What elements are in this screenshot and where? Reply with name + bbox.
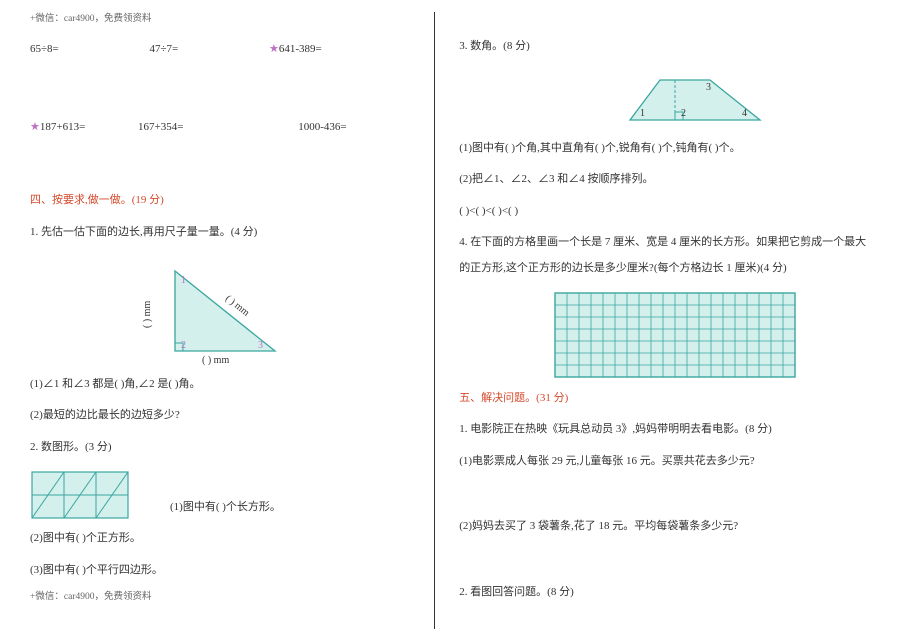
svg-text:1: 1 [181, 275, 186, 286]
q1-sub1: (1)∠1 和∠3 都是( )角,∠2 是( )角。 [30, 376, 410, 394]
calc-2b: 167+354= [138, 121, 183, 133]
calc-1a: 65÷8= [30, 43, 59, 55]
calc-1b: 47÷7= [150, 43, 179, 55]
q2-sub1: (1)图中有( )个长方形。 [170, 499, 281, 517]
right-column: 3. 数角。(8 分) 1 2 3 4 (1)图中有( )个角,其中直角有( )… [434, 12, 890, 629]
q1-sub2: (2)最短的边比最长的边短多少? [30, 407, 410, 425]
section-5-title: 五、解决问题。(31 分) [459, 390, 890, 408]
q3-text: 3. 数角。(8 分) [459, 38, 890, 56]
grid-figure [459, 292, 890, 378]
left-column: +微信：car4900，免费领资料 65÷8= 47÷7= ★641-389= … [30, 12, 434, 629]
section-4-title: 四、按要求,做一做。(19 分) [30, 192, 410, 210]
q5-2: 2. 看图回答问题。(8 分) [459, 584, 890, 602]
q2-sub2: (2)图中有( )个正方形。 [30, 530, 410, 548]
calc-2a: 187+613= [40, 121, 85, 133]
trapezoid-figure: 1 2 3 4 [459, 70, 890, 130]
calc-1c: 641-389= [279, 43, 322, 55]
q2-sub3: (3)图中有( )个平行四边形。 [30, 562, 410, 580]
q4-text-a: 4. 在下面的方格里画一个长是 7 厘米、宽是 4 厘米的长方形。如果把它剪成一… [459, 234, 890, 252]
svg-text:2: 2 [181, 340, 186, 351]
calc-row-2: ★187+613= 167+354= 1000-436= [30, 119, 410, 137]
q5-1-2: (2)妈妈去买了 3 袋薯条,花了 18 元。平均每袋薯条多少元? [459, 518, 890, 536]
footer-note: +微信：car4900，免费领资料 [30, 588, 410, 602]
q5-1-1: (1)电影票成人每张 29 元,儿童每张 16 元。买票共花去多少元? [459, 453, 890, 471]
q1-text: 1. 先估一估下面的边长,再用尺子量一量。(4 分) [30, 224, 410, 242]
header-note: +微信：car4900，免费领资料 [30, 12, 410, 27]
svg-text:2: 2 [681, 108, 686, 119]
triangle-figure: 1 2 3 ( ) mm ( ) mm ( ) mm [30, 256, 410, 366]
calc-2c: 1000-436= [298, 121, 346, 133]
q5-1-text: 1. 电影院正在热映《玩具总动员 3》,妈妈带明明去看电影。(8 分) [459, 421, 890, 439]
q3-sub2: (2)把∠1、∠2、∠3 和∠4 按顺序排列。 [459, 171, 890, 189]
q4-text-b: 的正方形,这个正方形的边长是多少厘米?(每个方格边长 1 厘米)(4 分) [459, 260, 890, 278]
svg-text:1: 1 [640, 108, 645, 119]
q3-sub3: ( )<( )<( )<( ) [459, 203, 890, 221]
svg-text:3: 3 [706, 82, 711, 93]
q3-sub1: (1)图中有( )个角,其中直角有( )个,锐角有( )个,钝角有( )个。 [459, 140, 890, 158]
svg-text:( ) mm: ( ) mm [202, 355, 229, 366]
q2-text: 2. 数图形。(3 分) [30, 439, 410, 457]
star-icon: ★ [269, 43, 279, 55]
svg-text:4: 4 [742, 108, 747, 119]
star-icon: ★ [30, 121, 40, 133]
svg-text:3: 3 [258, 340, 263, 351]
svg-text:( ) mm: ( ) mm [142, 300, 153, 327]
shape-grid-figure [30, 470, 130, 520]
calc-row-1: 65÷8= 47÷7= ★641-389= [30, 41, 410, 59]
